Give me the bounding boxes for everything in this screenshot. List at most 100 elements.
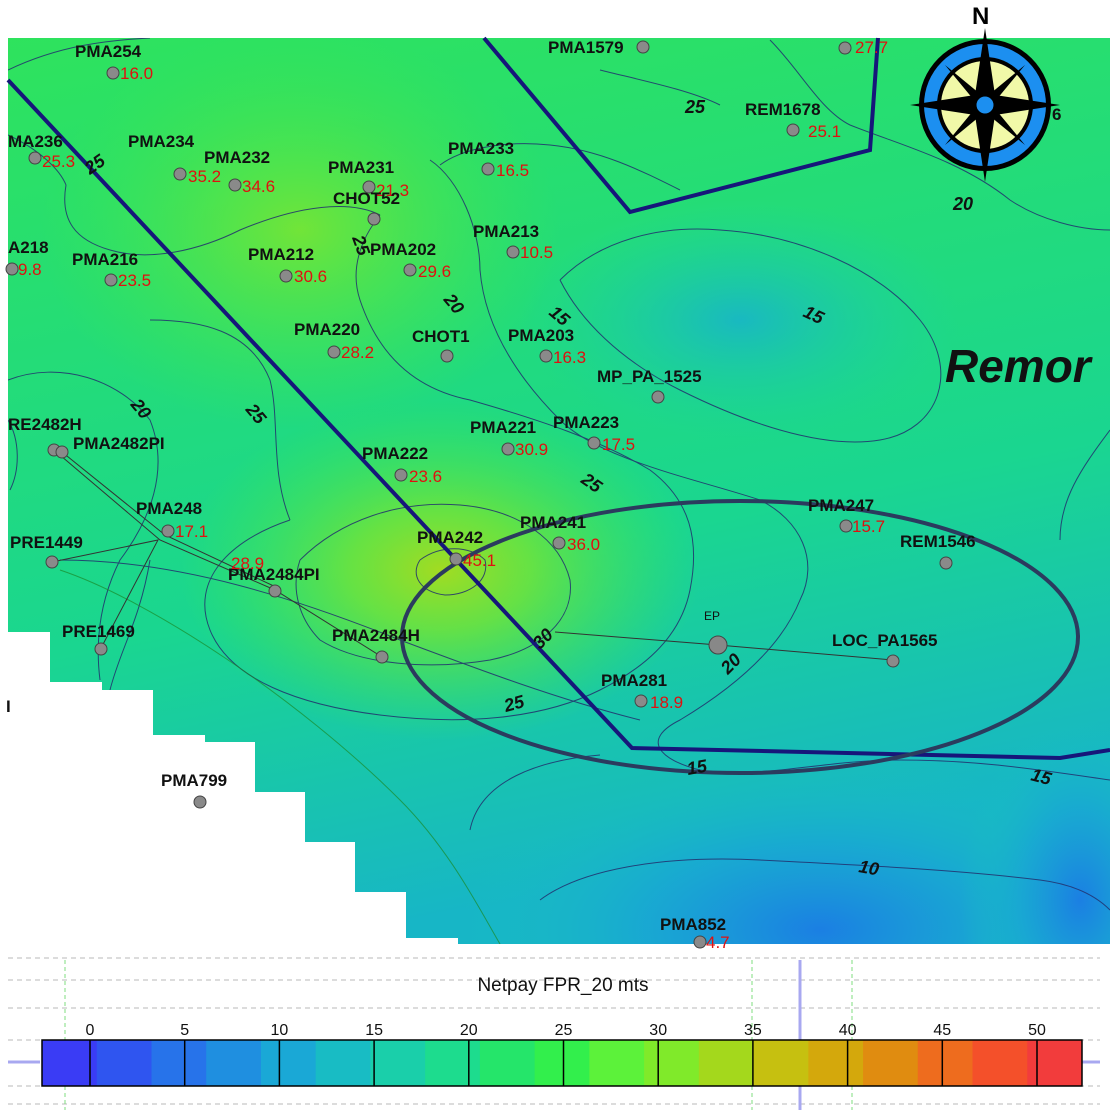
well-pma234[interactable]: PMA234 35.2 bbox=[128, 132, 221, 186]
legend-swatch bbox=[1027, 1040, 1083, 1086]
well-pma223[interactable]: PMA223 17.5 bbox=[553, 413, 635, 454]
well-marker[interactable] bbox=[839, 519, 853, 533]
well-marker[interactable] bbox=[55, 445, 69, 459]
legend-bar-outline bbox=[41, 1039, 1083, 1087]
well-pma203[interactable]: PMA203 16.3 bbox=[508, 326, 586, 367]
wells-layer[interactable]: PMA254 16.0 PMA1579 27.7 REM1678 25.1 MA23625.… bbox=[5, 38, 976, 952]
well-pma799[interactable]: PMA799 bbox=[161, 771, 227, 809]
legend-swatch bbox=[425, 1040, 481, 1086]
well-netpay-value: 25.1 bbox=[808, 122, 841, 141]
well-pma247[interactable]: PMA247 15.7 bbox=[808, 496, 885, 536]
well-name: PMA233 bbox=[448, 139, 514, 158]
well-pma231[interactable]: PMA231 21.3 bbox=[328, 158, 409, 200]
well-chot52[interactable]: CHOT52 bbox=[333, 189, 400, 226]
well-marker[interactable] bbox=[539, 349, 553, 363]
well-pma221[interactable]: PMA221 30.9 bbox=[470, 418, 548, 459]
well-marker[interactable] bbox=[28, 151, 42, 165]
well-marker[interactable] bbox=[173, 167, 187, 181]
well-marker[interactable] bbox=[506, 245, 520, 259]
well-pma212[interactable]: PMA212 30.6 bbox=[248, 245, 327, 286]
well-name: PMA2482PI bbox=[73, 434, 165, 453]
well-marker[interactable] bbox=[440, 349, 454, 363]
well-marker[interactable] bbox=[5, 262, 19, 276]
well-marker[interactable] bbox=[94, 642, 108, 656]
well-mp_pa_1525[interactable]: MP_PA_1525 bbox=[597, 367, 702, 404]
well-marker[interactable] bbox=[375, 650, 389, 664]
well-pma248[interactable]: PMA248 17.1 bbox=[136, 499, 208, 541]
well-name: PMA234 bbox=[128, 132, 195, 151]
well-marker[interactable] bbox=[481, 162, 495, 176]
well-name: PMA223 bbox=[553, 413, 619, 432]
well-marker[interactable] bbox=[634, 694, 648, 708]
well-netpay-value: 29.6 bbox=[418, 262, 451, 281]
well-loc_pa1565[interactable]: LOC_PA1565 bbox=[832, 631, 938, 668]
well-marker[interactable] bbox=[45, 555, 59, 569]
well-marker[interactable] bbox=[367, 212, 381, 226]
well-rem1678[interactable]: REM1678 25.1 bbox=[745, 100, 841, 141]
well-pma241[interactable]: PMA241 36.0 bbox=[520, 513, 600, 554]
well-marker[interactable] bbox=[327, 345, 341, 359]
well-marker[interactable] bbox=[939, 556, 953, 570]
well-a218[interactable]: A218 9.8 bbox=[5, 238, 49, 279]
well-marker[interactable] bbox=[268, 584, 282, 598]
well-marker[interactable] bbox=[193, 795, 207, 809]
well-pma2484h[interactable]: PMA2484H bbox=[332, 626, 420, 664]
well-pre1449[interactable]: PRE1449 bbox=[10, 533, 83, 569]
well-netpay-value: 17.1 bbox=[175, 522, 208, 541]
well-marker[interactable] bbox=[449, 552, 463, 566]
well-marker[interactable] bbox=[552, 536, 566, 550]
well-pma242[interactable]: PMA242 45.1 bbox=[417, 528, 496, 570]
well-marker[interactable] bbox=[104, 273, 118, 287]
legend-swatch bbox=[753, 1040, 809, 1086]
well-netpay-value: 28.9 bbox=[231, 554, 264, 573]
well-marker[interactable] bbox=[587, 436, 601, 450]
well-chot1[interactable]: CHOT1 bbox=[412, 327, 470, 363]
well-marker[interactable] bbox=[886, 654, 900, 668]
well-pma202[interactable]: PMA202 29.6 bbox=[370, 240, 451, 281]
legend-title: Netpay FPR_20 mts bbox=[477, 975, 648, 996]
well-marker[interactable] bbox=[403, 263, 417, 277]
well-unnamed[interactable]: 27.7 bbox=[838, 38, 888, 57]
well-pre1469[interactable]: PRE1469 bbox=[62, 622, 135, 656]
well-pma281[interactable]: PMA281 18.9 bbox=[601, 671, 683, 712]
block-boundaries bbox=[6, 36, 1110, 761]
well-marker[interactable] bbox=[838, 41, 852, 55]
well-marker[interactable] bbox=[636, 40, 650, 54]
well-marker[interactable] bbox=[362, 180, 376, 194]
well-marker[interactable] bbox=[161, 524, 175, 538]
legend-swatch bbox=[96, 1040, 152, 1086]
well-name: PMA2484PI bbox=[228, 565, 320, 584]
well-pma254[interactable]: PMA254 16.0 bbox=[75, 42, 153, 83]
well-pma1579[interactable]: PMA1579 bbox=[548, 38, 650, 57]
well-name: PMA222 bbox=[362, 444, 428, 463]
well-netpay-value: 25.3 bbox=[42, 152, 75, 171]
well-marker[interactable] bbox=[693, 935, 707, 949]
ep-well-marker[interactable] bbox=[708, 635, 728, 655]
edge-marker: I bbox=[6, 697, 11, 716]
well-pma2482pi[interactable]: PMA2482PI bbox=[55, 434, 165, 459]
well-marker[interactable] bbox=[106, 66, 120, 80]
well-rem1546[interactable]: REM1546 bbox=[900, 532, 976, 570]
well-pma216[interactable]: PMA216 23.5 bbox=[72, 250, 151, 290]
well-pma233[interactable]: PMA233 16.5 bbox=[448, 139, 529, 180]
well-marker[interactable] bbox=[786, 123, 800, 137]
legend-swatch bbox=[534, 1040, 590, 1086]
well-pma232[interactable]: PMA232 34.6 bbox=[204, 148, 275, 196]
legend-swatch bbox=[972, 1040, 1028, 1086]
well-pma213[interactable]: PMA213 10.5 bbox=[473, 222, 553, 262]
ep-ellipse[interactable] bbox=[400, 499, 1080, 775]
well-pma222[interactable]: PMA222 23.6 bbox=[362, 444, 442, 486]
well-marker[interactable] bbox=[651, 390, 665, 404]
well-pma220[interactable]: PMA220 28.2 bbox=[294, 320, 374, 362]
well-marker[interactable] bbox=[501, 442, 515, 456]
well-marker[interactable] bbox=[279, 269, 293, 283]
well-marker[interactable] bbox=[394, 468, 408, 482]
legend-swatch bbox=[644, 1040, 700, 1086]
legend-swatch bbox=[698, 1040, 755, 1086]
well-marker[interactable] bbox=[228, 178, 242, 192]
contour-label: 15 bbox=[685, 756, 709, 779]
